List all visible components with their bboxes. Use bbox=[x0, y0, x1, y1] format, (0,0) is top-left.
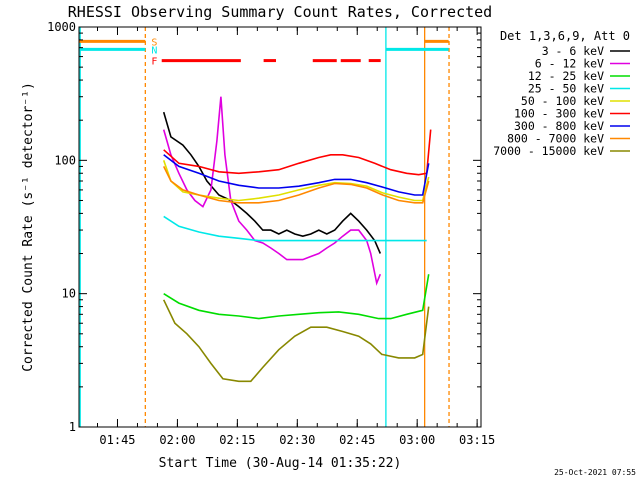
attenuator-state-label: S bbox=[151, 37, 157, 48]
x-tick-label: 01:45 bbox=[99, 433, 135, 447]
series-line-5 bbox=[163, 129, 432, 176]
x-tick-label: 02:30 bbox=[279, 433, 315, 447]
y-tick-label: 1000 bbox=[47, 20, 76, 34]
legend-label-0: 3 - 6 keV bbox=[542, 44, 604, 58]
legend-label-7: 800 - 7000 keV bbox=[507, 132, 604, 146]
flare-state-label: F bbox=[151, 57, 157, 68]
plot-frame bbox=[78, 26, 482, 428]
series-line-0 bbox=[162, 111, 382, 254]
legend-label-1: 6 - 12 keV bbox=[535, 57, 604, 71]
series-lines bbox=[162, 96, 432, 383]
timestamp: 25-Oct-2021 07:55 bbox=[554, 468, 636, 477]
x-tick-label: 02:45 bbox=[339, 433, 375, 447]
vertical-markers bbox=[79, 27, 450, 427]
x-tick-label: 03:15 bbox=[459, 433, 495, 447]
night-state-label: N bbox=[151, 45, 157, 56]
y-axis-label: Corrected Count Rate (s⁻¹ detector⁻¹) bbox=[21, 82, 36, 372]
series-line-8 bbox=[162, 299, 430, 383]
legend-label-8: 7000 - 15000 keV bbox=[493, 144, 604, 158]
series-line-7 bbox=[162, 166, 430, 204]
series-line-6 bbox=[163, 154, 430, 196]
state-bars: SNF bbox=[79, 37, 449, 68]
series-line-4 bbox=[162, 160, 430, 202]
series-line-2 bbox=[163, 274, 430, 320]
legend-label-3: 25 - 50 keV bbox=[528, 82, 604, 96]
x-tick-label: 02:00 bbox=[159, 433, 195, 447]
y-tick-label: 10 bbox=[62, 287, 76, 301]
legend-header: Det 1,3,6,9, Att 0 bbox=[500, 29, 630, 43]
legend-label-6: 300 - 800 keV bbox=[514, 119, 604, 133]
legend-label-4: 50 - 100 keV bbox=[521, 94, 604, 108]
y-tick-label: 1 bbox=[69, 420, 76, 434]
chart-title: RHESSI Observing Summary Count Rates, Co… bbox=[68, 3, 492, 21]
legend-label-5: 100 - 300 keV bbox=[514, 107, 604, 121]
x-axis-label: Start Time (30-Aug-14 01:35:22) bbox=[159, 456, 402, 471]
series-line-3 bbox=[163, 215, 427, 242]
legend-label-2: 12 - 25 keV bbox=[528, 69, 604, 83]
x-tick-label: 03:00 bbox=[399, 433, 435, 447]
x-tick-label: 02:15 bbox=[219, 433, 255, 447]
y-tick-label: 100 bbox=[54, 153, 76, 167]
series-line-1 bbox=[162, 96, 382, 286]
axes: 1 10 100 1000 01:45 02:00 02:15 02:30 02:45 03:00… bbox=[47, 20, 495, 447]
